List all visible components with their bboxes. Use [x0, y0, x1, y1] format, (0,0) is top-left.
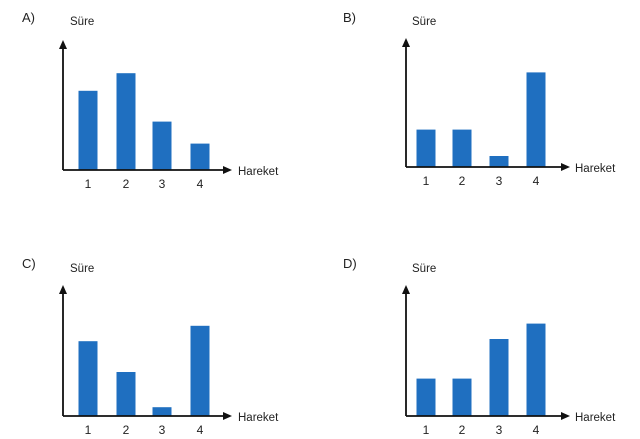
bar-2 — [452, 378, 472, 416]
chart-c: C) Süre Hareket 1 2 3 4 — [22, 256, 279, 437]
bar-4 — [526, 323, 546, 416]
option-label: D) — [343, 256, 357, 271]
y-axis-label: Süre — [70, 16, 94, 28]
x-axis-arrow-icon — [561, 163, 570, 171]
chart-d: D) Süre Hareket 1 2 3 4 — [343, 256, 616, 437]
x-axis-arrow-icon — [223, 166, 232, 174]
bar-1 — [78, 341, 98, 416]
x-axis-label: Hareket — [238, 166, 279, 178]
x-tick-label: 1 — [85, 423, 92, 437]
bar-4 — [190, 325, 210, 416]
chart-a: A) Süre Hareket 1 2 3 4 — [22, 10, 279, 191]
x-tick-label: 2 — [123, 177, 130, 191]
bar-1 — [78, 90, 98, 170]
y-axis-label: Süre — [412, 16, 436, 28]
y-axis-arrow-icon — [59, 40, 67, 49]
x-axis-label: Hareket — [238, 412, 279, 424]
bar-2 — [116, 73, 136, 170]
x-axis-label: Hareket — [575, 163, 616, 175]
bar-2 — [452, 129, 472, 167]
y-axis-label: Süre — [70, 263, 94, 275]
y-axis-arrow-icon — [59, 285, 67, 294]
y-axis-arrow-icon — [402, 38, 410, 47]
chart-b: B) Süre Hareket 1 2 3 4 — [343, 10, 616, 188]
option-label: B) — [343, 10, 356, 25]
option-label: A) — [22, 10, 35, 25]
x-tick-label: 1 — [423, 423, 430, 437]
y-axis-label: Süre — [412, 263, 436, 275]
x-tick-label: 3 — [496, 174, 503, 188]
x-tick-label: 3 — [159, 177, 166, 191]
bar-1 — [416, 129, 436, 167]
x-tick-label: 2 — [123, 423, 130, 437]
x-tick-label: 3 — [496, 423, 503, 437]
x-tick-label: 4 — [533, 174, 540, 188]
x-tick-label: 2 — [459, 174, 466, 188]
bar-4 — [526, 72, 546, 167]
x-tick-label: 1 — [423, 174, 430, 188]
bar-3 — [489, 339, 509, 416]
bar-2 — [116, 372, 136, 416]
x-axis-label: Hareket — [575, 412, 616, 424]
x-tick-label: 4 — [197, 177, 204, 191]
option-label: C) — [22, 256, 36, 271]
x-tick-label: 4 — [533, 423, 540, 437]
bar-4 — [190, 143, 210, 170]
bar-3 — [489, 156, 509, 167]
x-axis-arrow-icon — [223, 412, 232, 420]
x-axis-arrow-icon — [561, 412, 570, 420]
y-axis-arrow-icon — [402, 285, 410, 294]
x-tick-label: 3 — [159, 423, 166, 437]
bar-3 — [152, 121, 172, 170]
x-tick-label: 4 — [197, 423, 204, 437]
x-tick-label: 1 — [85, 177, 92, 191]
bar-3 — [152, 407, 172, 416]
x-tick-label: 2 — [459, 423, 466, 437]
bar-1 — [416, 378, 436, 416]
